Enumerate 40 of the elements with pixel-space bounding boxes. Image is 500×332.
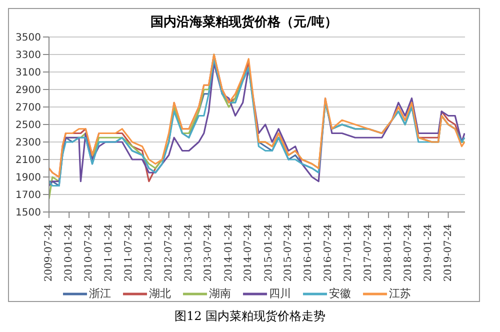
- legend-label: 四川: [269, 286, 291, 301]
- legend-label: 江苏: [389, 286, 411, 301]
- x-tick-label: 2011-01-24: [104, 224, 115, 282]
- x-tick-label: 2015-07-24: [283, 224, 294, 282]
- y-tick-label: 2700: [16, 102, 41, 114]
- x-tick-label: 2011-07-24: [123, 224, 134, 282]
- x-tick-label: 2013-07-24: [203, 224, 214, 282]
- x-tick-label: 2018-01-24: [383, 224, 394, 282]
- caption: 图12 国内菜粕现货价格走势: [173, 308, 327, 325]
- x-tick-label: 2016-01-24: [303, 224, 314, 282]
- x-tick-label: 2014-07-24: [243, 224, 254, 282]
- legend-label: 湖南: [209, 286, 231, 301]
- x-tick-label: 2017-01-24: [343, 224, 354, 282]
- x-tick-label: 2016-07-24: [323, 224, 334, 282]
- y-tick-label: 3300: [16, 50, 41, 62]
- x-tick-label: 2010-07-24: [83, 224, 94, 282]
- legend-label: 湖北: [149, 286, 171, 301]
- x-tick-label: 2012-07-24: [163, 224, 174, 282]
- y-tick-label: 1900: [16, 172, 41, 184]
- y-tick-label: 2900: [16, 85, 41, 96]
- y-tick-label: 2500: [16, 120, 41, 132]
- x-tick-label: 2019-01-24: [422, 224, 434, 282]
- x-tick-label: 2009-07-24: [44, 224, 54, 282]
- x-tick-label: 2014-01-24: [223, 224, 234, 282]
- chart-title: 国内沿海菜粕现货价格（元/吨）: [150, 14, 338, 31]
- y-tick-label: 3500: [16, 32, 41, 44]
- legend-label: 安徽: [329, 286, 351, 301]
- y-tick-label: 2300: [16, 138, 41, 149]
- x-tick-label: 2015-01-24: [263, 224, 274, 282]
- y-tick-label: 2100: [16, 155, 41, 166]
- x-tick-label: 2018-07-24: [402, 224, 414, 282]
- x-tick-label: 2013-01-24: [183, 224, 194, 282]
- y-tick-label: 1500: [16, 208, 41, 219]
- x-tick-label: 2012-01-24: [143, 224, 154, 282]
- x-tick-label: 2017-07-24: [362, 224, 374, 282]
- x-tick-label: 2010-01-24: [64, 224, 75, 282]
- x-tick-label: 2019-07-24: [442, 224, 454, 282]
- legend-label: 浙江: [89, 286, 111, 301]
- y-tick-label: 1700: [16, 190, 41, 202]
- y-tick-label: 3100: [16, 68, 41, 79]
